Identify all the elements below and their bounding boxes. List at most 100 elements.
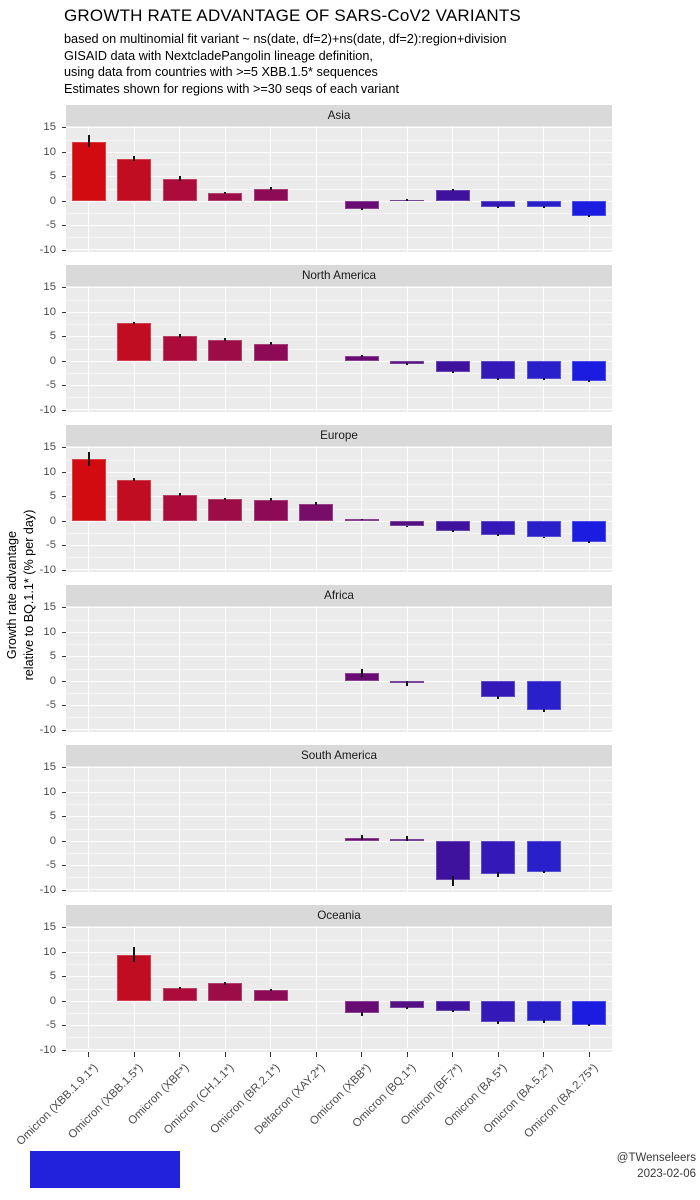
bar bbox=[162, 987, 197, 1002]
vertical-gridline bbox=[543, 446, 545, 572]
minor-gridline bbox=[66, 877, 612, 879]
y-tick-label: 10 bbox=[43, 145, 56, 158]
x-tick-mark bbox=[452, 1052, 454, 1057]
major-gridline bbox=[66, 607, 612, 609]
error-bar bbox=[451, 189, 454, 191]
vertical-gridline bbox=[315, 286, 317, 412]
bar bbox=[344, 355, 379, 362]
y-tick-mark bbox=[62, 225, 66, 227]
vertical-gridline bbox=[497, 446, 499, 572]
vertical-gridline bbox=[588, 926, 590, 1052]
y-tick-label: 10 bbox=[43, 785, 56, 798]
y-tick-mark bbox=[62, 336, 66, 338]
facet-panel bbox=[66, 446, 612, 572]
major-gridline bbox=[66, 471, 612, 473]
y-tick-label: -10 bbox=[39, 883, 56, 896]
minor-gridline bbox=[66, 299, 612, 301]
y-tick-label: -5 bbox=[45, 379, 56, 392]
y-tick-label: 10 bbox=[43, 625, 56, 638]
minor-gridline bbox=[66, 1037, 612, 1039]
y-tick-label: -5 bbox=[45, 1019, 56, 1032]
error-bar bbox=[497, 206, 500, 209]
y-tick-mark bbox=[62, 840, 66, 842]
bar bbox=[526, 681, 561, 711]
bar bbox=[208, 983, 243, 1002]
bar bbox=[162, 178, 197, 202]
major-gridline bbox=[66, 225, 612, 227]
bar bbox=[71, 141, 106, 202]
error-bar bbox=[360, 669, 363, 677]
x-tick-mark bbox=[588, 1052, 590, 1057]
x-tick-mark bbox=[88, 1052, 90, 1057]
y-tick-label: -5 bbox=[45, 699, 56, 712]
error-bar bbox=[497, 534, 500, 536]
error-bar bbox=[451, 530, 454, 532]
y-tick-mark bbox=[62, 496, 66, 498]
vertical-gridline bbox=[224, 606, 226, 732]
facet-panel bbox=[66, 606, 612, 732]
minor-gridline bbox=[66, 212, 612, 214]
footer-blue-rectangle bbox=[30, 1151, 180, 1188]
error-bar bbox=[133, 155, 136, 162]
vertical-gridline bbox=[88, 926, 90, 1052]
x-tick-mark bbox=[543, 1052, 545, 1057]
bar bbox=[526, 361, 561, 379]
error-bar bbox=[269, 187, 272, 191]
major-gridline bbox=[66, 951, 612, 953]
bar bbox=[435, 189, 470, 202]
y-tick-label: 0 bbox=[49, 674, 56, 687]
x-tick-mark bbox=[406, 1052, 408, 1057]
error-bar bbox=[178, 334, 181, 338]
vertical-gridline bbox=[88, 286, 90, 412]
facet-strip: Africa bbox=[66, 585, 612, 606]
vertical-gridline bbox=[543, 126, 545, 252]
y-tick-label: 15 bbox=[43, 601, 56, 614]
bar bbox=[526, 521, 561, 538]
y-tick-label: 5 bbox=[49, 650, 56, 663]
minor-gridline bbox=[66, 619, 612, 621]
vertical-gridline bbox=[88, 606, 90, 732]
vertical-gridline bbox=[497, 926, 499, 1052]
chart-subtitle: based on multinomial fit variant ~ ns(da… bbox=[64, 31, 507, 97]
bar bbox=[435, 521, 470, 531]
y-tick-label: 15 bbox=[43, 121, 56, 134]
major-gridline bbox=[66, 336, 612, 338]
vertical-gridline bbox=[406, 126, 408, 252]
chart-title: GROWTH RATE ADVANTAGE OF SARS-CoV2 VARIA… bbox=[64, 6, 521, 25]
vertical-gridline bbox=[588, 286, 590, 412]
minor-gridline bbox=[66, 939, 612, 941]
bar bbox=[481, 681, 516, 698]
bar bbox=[481, 1001, 516, 1022]
major-gridline bbox=[66, 385, 612, 387]
facet-title: North America bbox=[301, 269, 377, 282]
vertical-gridline bbox=[406, 606, 408, 732]
vertical-gridline bbox=[497, 766, 499, 892]
facet-strip: South America bbox=[66, 745, 612, 766]
vertical-gridline bbox=[452, 766, 454, 892]
major-gridline bbox=[66, 656, 612, 658]
error-bar bbox=[360, 354, 363, 357]
y-tick-label: -5 bbox=[45, 859, 56, 872]
major-gridline bbox=[66, 889, 612, 891]
bar bbox=[435, 841, 470, 881]
y-tick-mark bbox=[62, 545, 66, 547]
bar bbox=[526, 1001, 561, 1022]
error-bar bbox=[178, 986, 181, 989]
y-tick-label: -10 bbox=[39, 243, 56, 256]
vertical-gridline bbox=[270, 606, 272, 732]
major-gridline bbox=[66, 200, 612, 202]
vertical-gridline bbox=[406, 286, 408, 412]
bar bbox=[572, 201, 607, 216]
vertical-gridline bbox=[88, 766, 90, 892]
facet-title: Oceania bbox=[317, 909, 361, 922]
y-tick-mark bbox=[62, 976, 66, 978]
y-tick-label: 10 bbox=[43, 945, 56, 958]
error-bar bbox=[588, 214, 591, 218]
minor-gridline bbox=[66, 644, 612, 646]
vertical-gridline bbox=[315, 606, 317, 732]
y-tick-mark bbox=[62, 569, 66, 571]
major-gridline bbox=[66, 680, 612, 682]
subtitle-line-1: based on multinomial fit variant ~ ns(da… bbox=[64, 32, 507, 46]
y-tick-label: -10 bbox=[39, 723, 56, 736]
